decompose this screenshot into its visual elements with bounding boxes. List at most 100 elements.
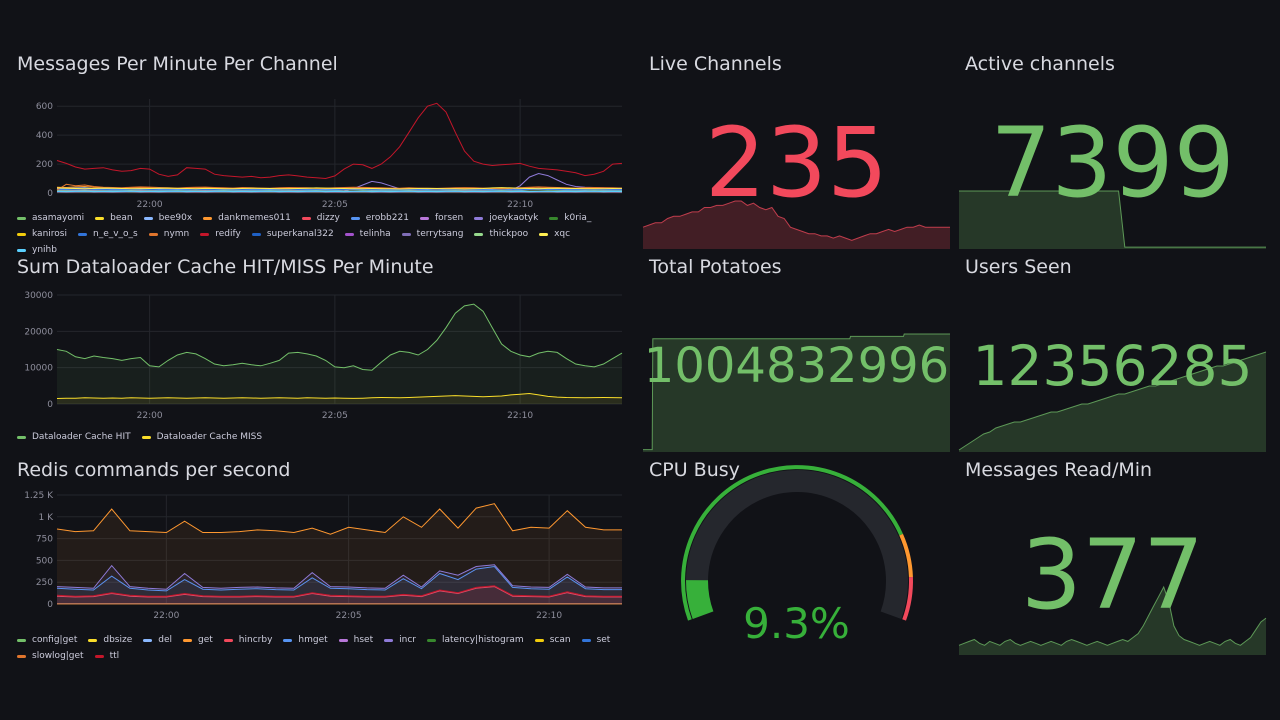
threshold-red xyxy=(902,576,913,621)
legend-swatch xyxy=(17,638,26,642)
legend-swatch xyxy=(17,216,26,220)
series-line[interactable] xyxy=(56,102,623,180)
legend-label: forsen xyxy=(434,213,464,223)
panel-title[interactable]: Redis commands per second xyxy=(17,459,291,481)
legend-label: incr xyxy=(399,635,416,645)
legend-label: hincrby xyxy=(238,635,273,645)
legend-item[interactable]: Dataloader Cache MISS xyxy=(141,432,262,442)
legend-item[interactable]: n_e_v_o_s xyxy=(77,229,138,239)
legend-item[interactable]: incr xyxy=(384,635,416,645)
y-tick-label: 30000 xyxy=(24,291,53,301)
panel-title[interactable]: Total Potatoes xyxy=(649,256,782,278)
panel-messages-read: Messages Read/Min 377 xyxy=(958,459,1267,659)
messages-read-sparkline xyxy=(958,585,1267,655)
legend-item[interactable]: superkanal322 xyxy=(251,229,334,239)
legend-label: del xyxy=(158,635,173,645)
legend-item[interactable]: slowlog|get xyxy=(17,651,84,661)
panel-title[interactable]: Live Channels xyxy=(649,53,782,75)
y-tick-label: 0 xyxy=(47,600,53,610)
legend-swatch xyxy=(17,654,26,658)
legend-item[interactable]: scan xyxy=(534,635,571,645)
series-area xyxy=(57,586,622,604)
legend-item[interactable]: erobb221 xyxy=(350,213,409,223)
legend-item[interactable]: asamayomi xyxy=(17,213,84,223)
legend-item[interactable]: hmget xyxy=(283,635,328,645)
legend-label: kanirosi xyxy=(32,229,67,239)
redis-commands-chart[interactable]: 0 250 500 750 1 K 1.25 K 22:00 22:05 22:10 xyxy=(17,489,627,624)
legend-item[interactable]: dbsize xyxy=(88,635,132,645)
panel-users-seen: Users Seen 12356285 xyxy=(958,256,1267,452)
legend-label: bee90x xyxy=(158,213,193,223)
series-line[interactable] xyxy=(56,586,622,598)
active-channels-value: 7399 xyxy=(990,107,1235,219)
y-tick-label: 200 xyxy=(36,160,53,170)
total-potatoes-value: 1004832996 xyxy=(643,338,950,394)
legend-label: asamayomi xyxy=(32,213,85,223)
legend-item[interactable]: terrytsang xyxy=(401,229,463,239)
legend-item[interactable]: xqc xyxy=(539,229,570,239)
panel-title[interactable]: Users Seen xyxy=(965,256,1072,278)
series-line[interactable] xyxy=(56,392,623,399)
legend-swatch xyxy=(148,232,158,236)
messages-per-minute-chart[interactable]: 0 200 400 600 22:00 22:05 22:10 xyxy=(17,93,627,213)
dataloader-cache-chart[interactable]: 0 10000 20000 30000 22:00 22:05 22:10 xyxy=(17,289,627,424)
legend-item[interactable]: hset xyxy=(338,635,373,645)
legend-item[interactable]: config|get xyxy=(17,635,77,645)
legend-item[interactable]: kanirosi xyxy=(17,229,67,239)
legend-item[interactable]: redify xyxy=(200,229,241,239)
legend-swatch xyxy=(534,638,544,642)
y-tick-label: 750 xyxy=(36,535,53,545)
legend-swatch xyxy=(474,232,484,236)
legend-label: dbsize xyxy=(103,635,133,645)
legend-item[interactable]: del xyxy=(143,635,172,645)
legend-swatch xyxy=(426,638,436,642)
legend-item[interactable]: set xyxy=(581,635,610,645)
panel-title[interactable]: Messages Read/Min xyxy=(965,459,1153,481)
legend-label: telinha xyxy=(359,229,391,239)
legend-item[interactable]: dankmemes011 xyxy=(203,213,291,223)
legend-item[interactable]: dizzy xyxy=(301,213,340,223)
legend-item[interactable]: ynihb xyxy=(17,245,57,255)
legend-item[interactable]: forsen xyxy=(419,213,464,223)
legend-item[interactable]: telinha xyxy=(344,229,391,239)
panel-title[interactable]: Active channels xyxy=(965,53,1115,75)
series-line[interactable] xyxy=(56,585,622,597)
legend-item[interactable]: Dataloader Cache HIT xyxy=(17,432,131,442)
panel-title[interactable]: Messages Per Minute Per Channel xyxy=(17,53,338,75)
panel-title[interactable]: Sum Dataloader Cache HIT/MISS Per Minute xyxy=(17,256,434,278)
legend-item[interactable]: ttl xyxy=(94,651,119,661)
series-line[interactable] xyxy=(56,503,622,535)
legend-swatch xyxy=(77,232,87,236)
legend-item[interactable]: nymn xyxy=(148,229,189,239)
panel-title[interactable]: CPU Busy xyxy=(649,459,740,481)
sparkline-line xyxy=(643,333,950,451)
legend-item[interactable]: bean xyxy=(95,213,133,223)
legend-item[interactable]: hincrby xyxy=(223,635,273,645)
legend-item[interactable]: get xyxy=(183,635,213,645)
legend-label: get xyxy=(198,635,213,645)
legend-item[interactable]: thickpoo xyxy=(474,229,528,239)
sparkline-area xyxy=(959,352,1266,452)
legend-item[interactable]: k0ria_ xyxy=(549,213,591,223)
y-tick-label: 400 xyxy=(36,131,53,141)
cpu-busy-value: 9.3% xyxy=(743,599,850,648)
panel-cpu-busy: CPU Busy 9.3% xyxy=(643,459,950,659)
legend-item[interactable]: latency|histogram xyxy=(426,635,524,645)
series-line[interactable] xyxy=(56,564,622,590)
series-line[interactable] xyxy=(56,187,623,190)
sparkline-line xyxy=(958,351,1267,451)
legend-swatch xyxy=(95,216,105,220)
series-line[interactable] xyxy=(56,565,622,592)
series-line[interactable] xyxy=(56,303,623,371)
series-line[interactable] xyxy=(56,183,623,191)
legend-swatch xyxy=(143,638,153,642)
threshold-orange xyxy=(899,533,913,578)
legend-swatch xyxy=(200,232,210,236)
legend-item[interactable]: joeykaotyk xyxy=(474,213,538,223)
gauge-value-arc xyxy=(686,579,714,619)
legend-item[interactable]: bee90x xyxy=(143,213,193,223)
legend-label: erobb221 xyxy=(365,213,409,223)
series-line[interactable] xyxy=(56,187,623,191)
threshold-green xyxy=(681,465,903,621)
x-tick-label: 22:10 xyxy=(507,200,533,210)
